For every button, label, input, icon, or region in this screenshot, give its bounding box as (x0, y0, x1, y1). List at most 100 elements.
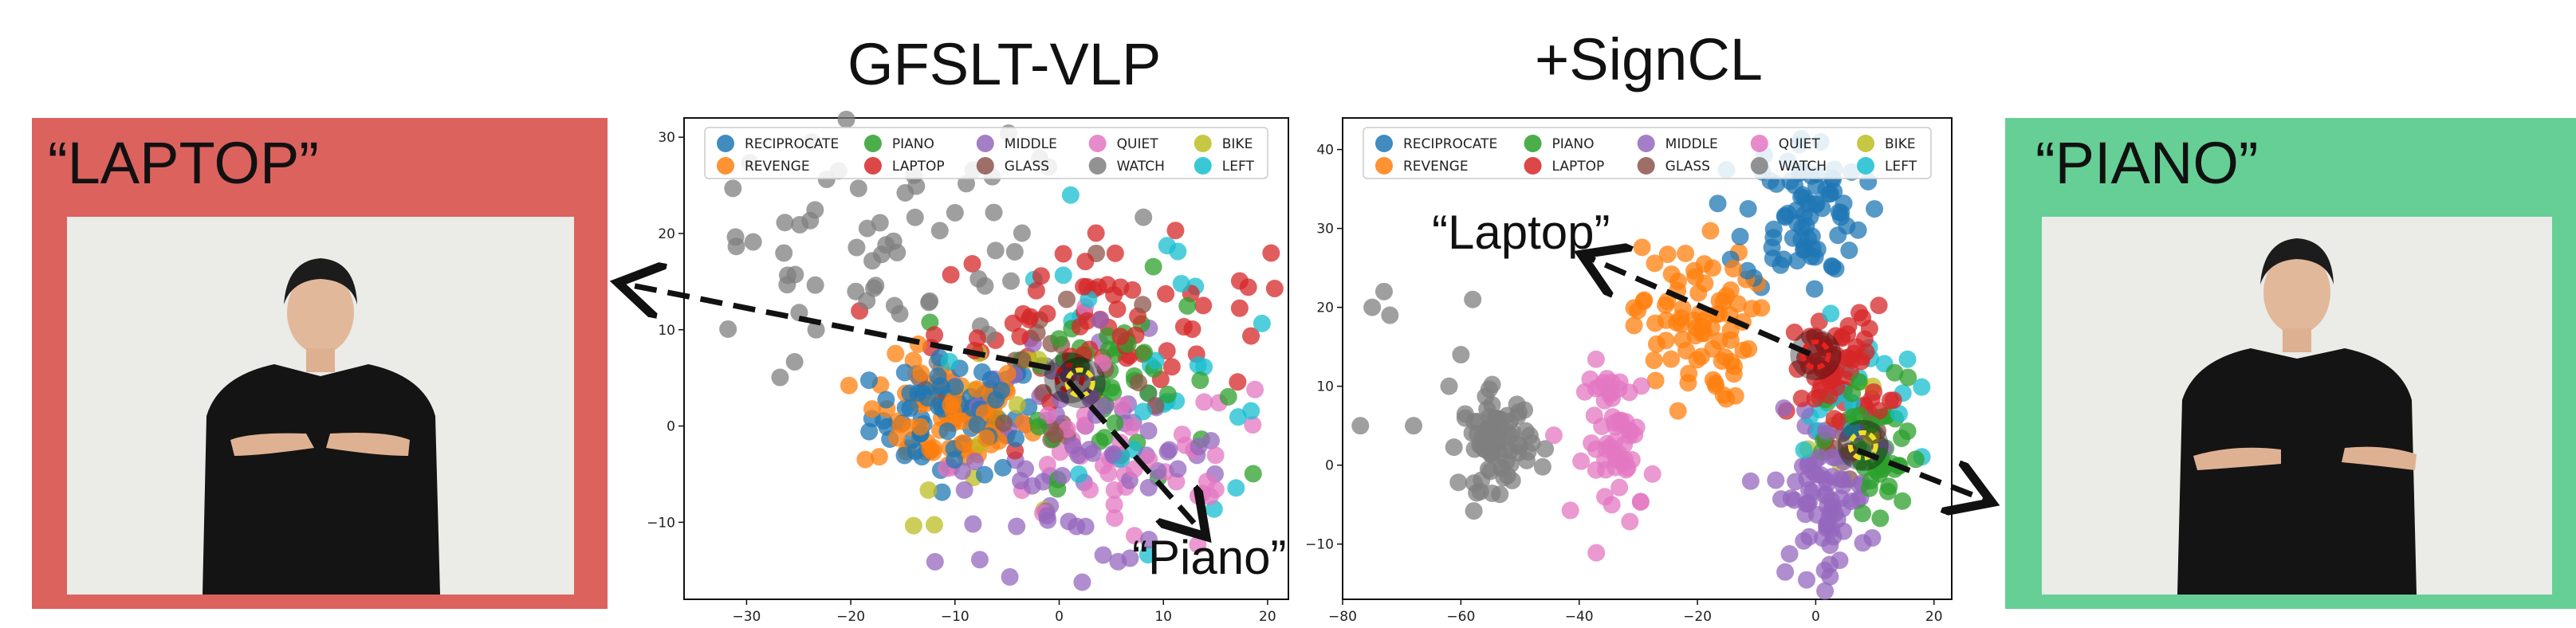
legend-label-laptop: LAPTOP (1552, 159, 1605, 175)
data-point-watch (837, 110, 855, 128)
data-point-left (1890, 405, 1908, 423)
data-point-revenge (1686, 327, 1705, 345)
data-point-middle (1012, 472, 1030, 490)
legend-marker-laptop (1524, 157, 1542, 175)
data-point-reciprocate (1738, 261, 1756, 280)
data-point-laptop (1821, 372, 1839, 391)
data-point-piano (1219, 387, 1237, 406)
data-point-glass (1057, 290, 1076, 308)
data-point-laptop (1038, 304, 1056, 323)
x-tick-label: 0 (1811, 609, 1820, 625)
data-point-reciprocate (1709, 194, 1727, 213)
data-point-reciprocate (1803, 247, 1821, 265)
data-point-middle (1039, 511, 1057, 529)
data-point-watch (1468, 484, 1486, 502)
data-point-reciprocate (901, 399, 919, 418)
data-point-revenge (1685, 261, 1704, 280)
legend-label-quiet: QUIET (1779, 136, 1821, 152)
annotation-arrows: “Piano” “Laptop” (623, 206, 1987, 584)
legend-label-middle: MIDDLE (1005, 136, 1057, 152)
data-point-laptop (1827, 346, 1846, 364)
data-point-middle (1823, 498, 1842, 516)
data-point-middle (1843, 493, 1861, 511)
data-point-laptop (1806, 368, 1824, 387)
data-point-laptop (1183, 320, 1201, 339)
data-point-piano (1050, 330, 1068, 348)
y-tick-label: 10 (1316, 379, 1334, 395)
data-point-revenge (911, 418, 930, 436)
data-point-middle (1775, 399, 1793, 418)
data-point-quiet (1619, 422, 1638, 440)
data-point-piano (1135, 343, 1154, 362)
data-point-revenge (1658, 245, 1677, 264)
data-point-revenge (968, 380, 986, 398)
data-point-watch (1479, 460, 1497, 478)
data-point-middle (1823, 448, 1842, 466)
data-point-revenge (840, 376, 858, 394)
legend: RECIPROCATE PIANO MIDDLE QUIET BIKE REVENGE LA… (704, 127, 1268, 179)
legend-label-revenge: REVENGE (1403, 159, 1469, 175)
data-point-watch (1440, 377, 1458, 395)
data-point-reciprocate (859, 371, 878, 390)
data-point-laptop (1265, 280, 1284, 298)
legend-marker-left (1857, 157, 1875, 175)
data-point-watch (1405, 417, 1423, 435)
laptop-sign-panel: “LAPTOP” (32, 118, 608, 609)
legend-label-middle: MIDDLE (1666, 136, 1718, 152)
data-point-revenge (1645, 351, 1663, 370)
data-point-quiet (1587, 544, 1606, 562)
data-point-watch (744, 233, 762, 251)
data-point-revenge (1625, 316, 1643, 335)
data-point-quiet (1603, 496, 1621, 514)
data-point-middle (1863, 528, 1882, 547)
data-point-bike (919, 481, 938, 499)
data-point-quiet (1081, 481, 1099, 499)
data-point-piano (1158, 385, 1177, 403)
data-point-revenge (944, 391, 962, 410)
data-point-watch (1449, 473, 1468, 492)
data-point-revenge (887, 344, 905, 363)
data-point-middle (1190, 438, 1208, 456)
data-point-revenge (977, 429, 996, 447)
data-point-piano (1099, 340, 1118, 359)
data-point-watch (1452, 346, 1470, 364)
data-point-watch (885, 296, 903, 315)
data-point-reciprocate (1827, 260, 1845, 278)
legend-marker-glass (1637, 157, 1655, 175)
data-point-quiet (1544, 426, 1563, 445)
signcl-scatter: −80 −60 −40 −20 0 20 −10 0 10 20 30 40 RECIPROCATE PI… (1305, 117, 1953, 625)
piano-arrow (1856, 447, 1987, 500)
data-point-laptop (1162, 358, 1181, 376)
piano-panel-label: “PIANO” (2035, 130, 2259, 196)
data-point-piano (1048, 480, 1067, 498)
highlight-piano (1847, 430, 1878, 461)
data-point-watch (1536, 440, 1555, 458)
data-point-glass (1046, 426, 1064, 444)
data-point-glass (1028, 324, 1046, 342)
data-point-laptop (1804, 343, 1823, 362)
data-point-watch (907, 177, 926, 195)
data-point-watch (1381, 306, 1399, 324)
data-point-middle (1060, 512, 1078, 531)
legend-marker-middle (976, 135, 994, 152)
data-point-revenge (1707, 377, 1725, 395)
data-point-watch (1491, 485, 1509, 504)
data-point-middle (1080, 441, 1099, 459)
highlight-laptop (1800, 340, 1831, 371)
data-point-watch (771, 368, 789, 387)
legend-marker-quiet (1750, 135, 1768, 152)
data-point-middle (1008, 517, 1026, 536)
data-point-watch (1351, 417, 1370, 435)
data-point-left (1253, 314, 1271, 332)
data-point-watch (986, 241, 1005, 260)
data-point-middle (964, 515, 982, 533)
data-point-middle (1109, 552, 1127, 571)
data-point-revenge (1717, 390, 1736, 408)
x-tick-label: −60 (1446, 609, 1475, 625)
data-point-watch (921, 292, 939, 310)
data-point-quiet (1631, 493, 1650, 511)
data-point-watch (1363, 298, 1382, 316)
data-point-quiet (1597, 461, 1615, 479)
data-point-revenge (1679, 374, 1697, 392)
data-point-piano (1906, 450, 1925, 469)
